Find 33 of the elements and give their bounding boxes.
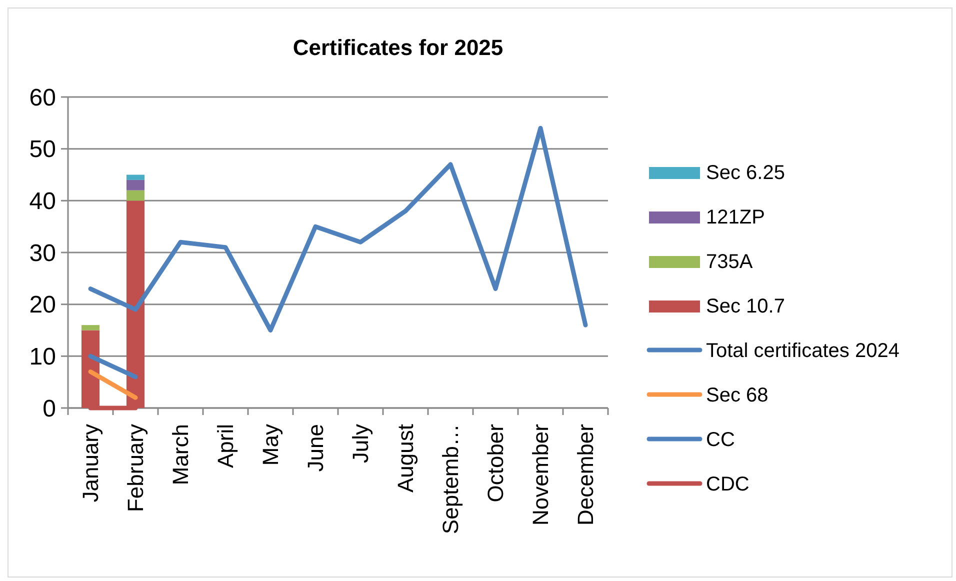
x-tick-label: February xyxy=(123,424,148,512)
x-tick-label: Septemb… xyxy=(438,424,464,534)
y-tick-label: 40 xyxy=(29,188,56,216)
y-tick-label: 60 xyxy=(29,84,56,112)
x-tick-label: August xyxy=(393,424,418,492)
line-series xyxy=(88,126,588,332)
legend-label: 735A xyxy=(706,251,754,273)
legend-label: CC xyxy=(706,429,735,451)
y-tick-label: 0 xyxy=(42,395,56,422)
x-tick-label: May xyxy=(258,424,284,466)
legend-label: CDC xyxy=(706,474,750,496)
y-tick-label: 50 xyxy=(29,136,56,164)
y-tick-label: 10 xyxy=(29,344,56,371)
bar xyxy=(126,174,144,180)
x-tick-label: July xyxy=(348,424,374,464)
x-tick-label: November xyxy=(528,424,554,526)
chart-title: Certificates for 2025 xyxy=(292,35,504,60)
x-tick-label: January xyxy=(78,424,104,502)
x-tick-label: April xyxy=(213,424,238,468)
bar xyxy=(126,190,144,201)
legend-label: 121ZP xyxy=(706,206,765,228)
x-tick-label: June xyxy=(303,424,328,472)
y-tick-label: 30 xyxy=(29,240,56,267)
y-tick-label: 20 xyxy=(29,292,56,319)
x-tick-label: December xyxy=(573,424,598,526)
legend-label: Total certificates 2024 xyxy=(706,340,900,362)
x-tick-label: March xyxy=(168,424,194,486)
legend-label: Sec 68 xyxy=(706,384,768,406)
x-tick-label: October xyxy=(483,424,508,502)
legend-label: Sec 6.25 xyxy=(706,162,785,184)
legend-label: Sec 10.7 xyxy=(706,296,785,318)
bar xyxy=(82,325,100,330)
bar xyxy=(126,180,144,190)
